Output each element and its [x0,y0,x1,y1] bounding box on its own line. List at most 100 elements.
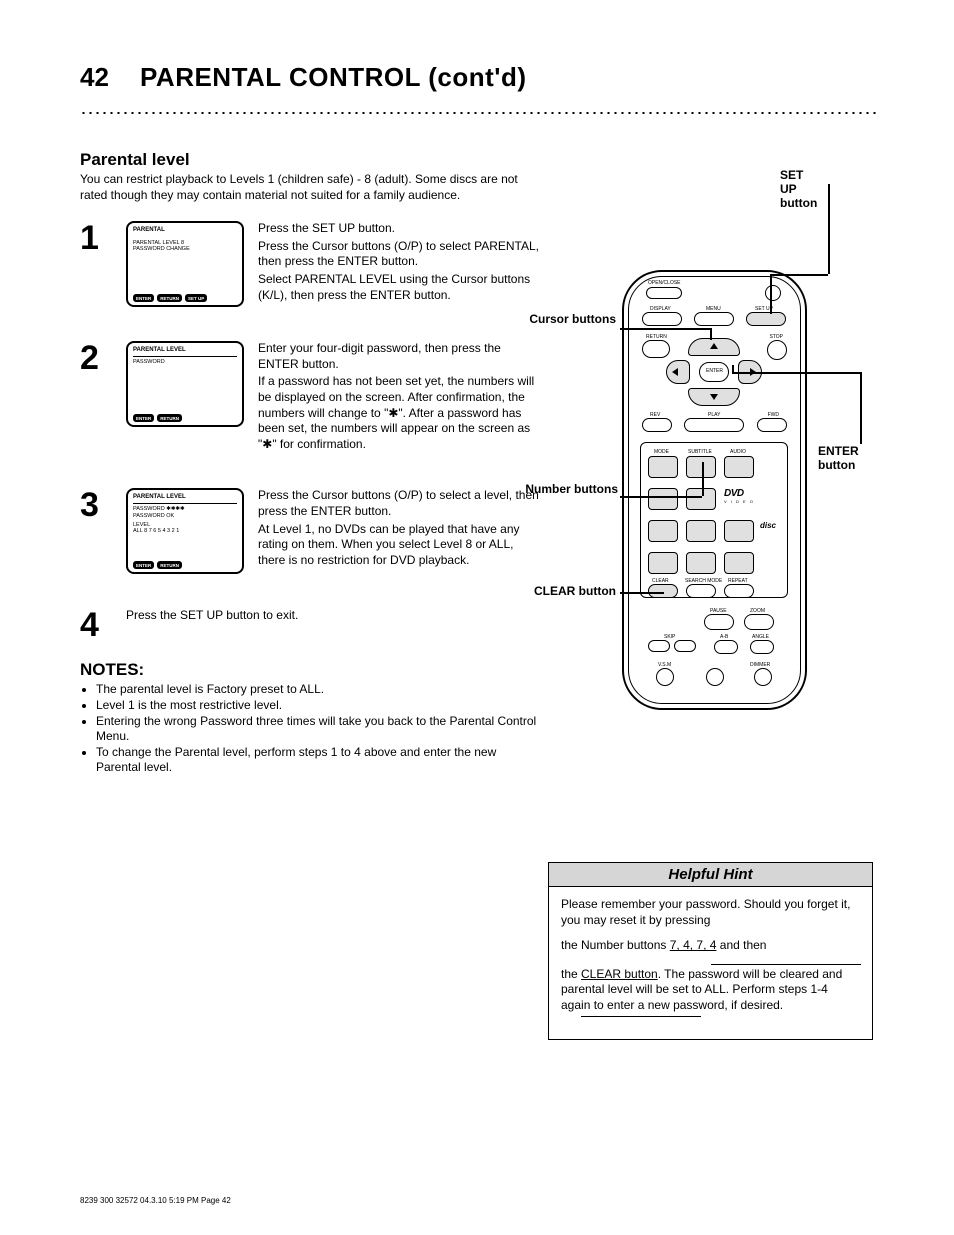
pause-button[interactable] [704,614,734,630]
pill-row: ENTER RETURN [133,414,182,422]
fwd-label: FWD [768,412,779,418]
menu-button[interactable] [694,312,734,326]
setup-callout: SET UP button [780,168,817,210]
fwd-button[interactable] [757,418,787,432]
hint-heading: Helpful Hint [549,863,872,887]
leader-num-v [702,462,704,496]
screen-line: PASSWORD OK [133,513,237,519]
unknown-button[interactable] [706,668,724,686]
leader-num-h [620,496,702,498]
num-1[interactable] [648,456,678,478]
intro-heading: Parental level [80,150,540,170]
stop-button[interactable] [767,340,787,360]
play-button[interactable] [684,418,744,432]
setup-button[interactable] [746,312,786,326]
screen-title: PARENTAL LEVEL [133,347,237,354]
notes: NOTES: The parental level is Factory pre… [80,660,540,776]
step-1-text: Press the SET UP button. Press the Curso… [258,221,540,307]
num-4[interactable] [648,488,678,510]
svg-text:disc: disc [760,521,777,530]
number-callout: Number buttons [508,482,618,496]
skip-fwd[interactable] [674,640,696,652]
num-3[interactable] [724,456,754,478]
return-button[interactable] [642,340,670,358]
screen-rule [133,356,237,357]
leader-enter-v [860,372,862,444]
dvd-logo-text: DVD [724,488,780,499]
pill: ENTER [133,561,154,569]
hint-p3: the CLEAR button. The password will be c… [561,967,860,1014]
zoom-button[interactable] [744,614,774,630]
dimmer-button[interactable] [754,668,772,686]
dotted-rule [80,112,880,114]
num-7[interactable] [686,520,716,542]
pill: RETURN [157,414,182,422]
step-3-number: 3 [80,488,112,574]
leader-setup-v2 [770,274,772,314]
num-0[interactable] [686,552,716,574]
num-8[interactable] [724,520,754,542]
pill: ENTER [133,294,154,302]
hint-underline [711,964,861,965]
display-label: DISPLAY [650,306,671,312]
return-label: RETURN [646,334,667,340]
num-2[interactable] [686,456,716,478]
mode-label: MODE [654,449,669,455]
pill-row: ENTER RETURN [133,561,182,569]
power-button[interactable] [765,285,781,301]
arrow-up-icon [710,343,718,349]
leader-enter-h [732,372,860,374]
notes-heading: NOTES: [80,660,540,680]
step-2-text: Enter your four-digit password, then pre… [258,341,540,454]
display-button[interactable] [642,312,682,326]
arrow-left-icon [672,368,678,376]
screen-title: PARENTAL [133,227,237,234]
step-3: 3 PARENTAL LEVEL PASSWORD ✱✱✱✱ PASSWORD … [80,488,540,574]
num-5[interactable] [686,488,716,510]
dvd-logo: DVD V I D E O [724,488,780,510]
num-9[interactable] [648,552,678,574]
ab-button[interactable] [714,640,738,654]
enter-callout: ENTER button [818,444,859,472]
leader-setup-v [828,184,830,274]
step-para: Press the SET UP button to exit. [126,608,540,624]
repeat-button[interactable] [724,584,754,598]
note-item: Entering the wrong Password three times … [96,714,540,745]
open-close-button[interactable] [646,287,682,299]
step-4-number: 4 [80,608,112,642]
clear-button[interactable] [648,584,678,598]
step-para: Enter your four-digit password, then pre… [258,341,540,372]
cursor-left[interactable] [666,360,690,384]
num-plus10[interactable] [724,552,754,574]
step-para: Press the Cursor buttons (O/P) to select… [258,239,540,270]
note-item: Level 1 is the most restrictive level. [96,698,540,714]
dimmer-label: DIMMER [750,662,770,668]
clear-callout: CLEAR button [516,584,616,598]
num-6[interactable] [648,520,678,542]
subtitle-label: SUBTITLE [688,449,712,455]
rev-button[interactable] [642,418,672,432]
leader-clear-h [620,592,664,594]
angle-button[interactable] [750,640,774,654]
page-footer: 8239 300 32572 04.3.10 5:19 PM Page 42 [80,1196,231,1205]
vsm-button[interactable] [656,668,674,686]
step-para: At Level 1, no DVDs can be played that h… [258,522,540,569]
pill-row: ENTER RETURN SET UP [133,294,207,302]
step-2-number: 2 [80,341,112,454]
pill: ENTER [133,414,154,422]
step-2: 2 PARENTAL LEVEL PASSWORD ENTER RETURN E… [80,341,540,454]
rev-label: REV [650,412,660,418]
step-para: Press the SET UP button. [258,221,540,237]
intro-body: You can restrict playback to Levels 1 (c… [80,172,540,203]
skip-back[interactable] [648,640,670,652]
leader-enter-v2 [732,365,734,372]
vsm-label: V.S.M [658,662,671,668]
search-button[interactable] [686,584,716,598]
pill: RETURN [157,294,182,302]
audio-label: AUDIO [730,449,746,455]
clear-label: CLEAR [652,578,669,584]
leader-setup-h [770,274,828,276]
step-2-screen: PARENTAL LEVEL PASSWORD ENTER RETURN [126,341,244,427]
left-column: Parental level You can restrict playback… [80,150,540,776]
hint-p1: Please remember your password. Should yo… [561,897,860,928]
